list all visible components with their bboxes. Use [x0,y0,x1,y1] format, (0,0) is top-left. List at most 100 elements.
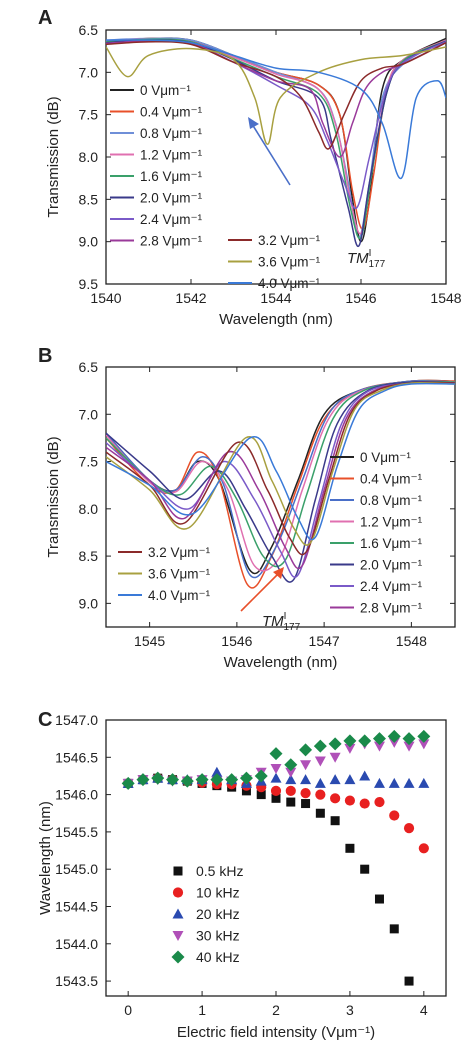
data-point [387,729,401,743]
data-point [166,773,180,787]
data-point [344,774,356,785]
x-tick-label: 1548 [396,633,427,649]
panel-letter: C [38,709,52,731]
legend-c-label: 10 kHz [196,885,240,901]
panel-letter: B [38,345,52,367]
data-point [417,729,431,743]
mode-annotation-sup: I [369,248,372,259]
y-tick-label: 1546.0 [55,787,98,803]
x-tick-label: 1545 [134,633,165,649]
data-point [389,810,400,821]
data-point [358,734,372,748]
legend-a-label: 1.6 Vμm⁻¹ [140,169,203,184]
data-point [270,772,282,783]
y-axis-label: Transmission (dB) [45,96,62,217]
data-point [300,788,311,799]
data-point [330,793,341,804]
data-point [239,771,253,785]
data-point [315,808,325,818]
data-point [388,777,400,788]
data-point [314,777,326,788]
y-tick-label: 1545.0 [55,861,98,877]
legend-a-label: 2.0 Vμm⁻¹ [140,191,203,206]
data-point [299,743,313,757]
x-axis-label: Wavelength (nm) [219,311,333,328]
legend-c-label: 40 kHz [196,949,240,965]
y-tick-label: 8.0 [79,501,99,517]
series-line [106,380,455,572]
data-point [211,766,223,777]
series-group [106,379,455,589]
data-point [254,769,268,783]
legend-c-label: 30 kHz [196,928,240,944]
data-point [284,758,298,772]
legend-c-label: 0.5 kHz [196,863,243,879]
series-line [106,381,455,578]
data-point [270,785,282,796]
data-point [403,823,415,834]
data-point [315,789,326,800]
data-point [286,797,296,807]
data-point [151,771,165,785]
legend-b-right-label: 0.8 Vμm⁻¹ [360,493,423,508]
data-point [136,773,150,787]
legend-b-right-label: 1.6 Vμm⁻¹ [360,536,423,551]
data-point [359,770,371,781]
mode-annotation: TMI 177 [262,611,301,633]
series-line [106,381,455,546]
x-tick-label: 1546 [345,290,376,306]
data-point [418,777,430,788]
data-point [269,747,283,761]
x-tick-label: 1540 [90,290,121,306]
y-tick-label: 1545.5 [55,824,98,840]
data-point [329,752,341,763]
data-point [360,864,370,874]
series-line [106,46,446,146]
y-tick-label: 6.5 [79,359,99,375]
legend-a2-label: 3.2 Vμm⁻¹ [258,233,321,248]
data-point [344,743,356,754]
legend-a2-label: 3.6 Vμm⁻¹ [258,255,321,270]
data-point [345,843,355,853]
data-point [402,732,416,746]
panel-b: 6.5 7.0 7.5 8.0 8.5 9.0 1545 1546 1547 1548 Wavele… [38,345,456,671]
y-tick-label: 1546.5 [55,749,98,765]
legend-a-label: 0.8 Vμm⁻¹ [140,126,203,141]
x-tick-label: 1544 [260,290,291,306]
data-point [373,777,385,788]
x-tick-label: 0 [124,1002,132,1018]
series-line [106,380,455,583]
y-tick-label: 9.5 [79,276,99,292]
legend-b-right-label: 0 Vμm⁻¹ [360,450,411,465]
data-point [328,737,342,751]
data-point [373,741,385,752]
y-tick-label: 7.0 [79,64,99,80]
data-point [301,799,311,809]
legend-c-label: 20 kHz [196,906,240,922]
series-line [106,381,455,556]
data-point [404,976,414,986]
legend-b-right-label: 2.8 Vμm⁻¹ [360,601,423,616]
x-tick-label: 1542 [175,290,206,306]
y-tick-label: 1543.5 [55,973,98,989]
y-tick-label: 1544.5 [55,898,98,914]
x-tick-label: 1548 [430,290,461,306]
y-tick-label: 6.5 [79,22,99,38]
shift-arrow [240,572,280,612]
legend-b-left-label: 3.2 Vμm⁻¹ [148,545,211,560]
data-point [330,816,340,826]
x-tick-label: 4 [420,1002,428,1018]
y-tick-label: 8.5 [79,548,99,564]
data-point [372,732,386,746]
series-line [106,39,446,179]
series-line [106,41,446,150]
data-point [374,894,384,904]
y-tick-label: 7.0 [79,406,99,422]
y-tick-label: 8.5 [79,191,99,207]
y-tick-label: 9.0 [79,234,99,250]
legend-a-label: 2.8 Vμm⁻¹ [140,234,203,249]
legend-b-left-label: 4.0 Vμm⁻¹ [148,588,211,603]
x-axis-label: Electric field intensity (Vμm⁻¹) [177,1024,375,1041]
series-group [106,37,446,247]
data-point [403,741,415,752]
